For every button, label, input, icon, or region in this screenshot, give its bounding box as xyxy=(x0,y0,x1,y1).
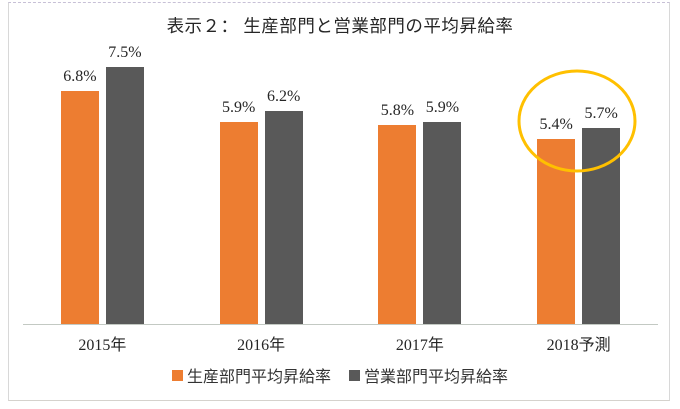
bar-2015年-series0 xyxy=(60,90,99,324)
x-axis-label-2018予測: 2018予測 xyxy=(546,337,611,354)
x-axis-line xyxy=(23,324,658,325)
chart-title: 表示２： 生産部門と営業部門の平均昇給率 xyxy=(166,16,514,36)
bar-2018予測-series1 xyxy=(582,128,621,324)
bar-2018予測-series0 xyxy=(537,138,576,324)
value-label-2017年-series1: 5.9% xyxy=(425,98,460,116)
x-axis-label-2015年: 2015年 xyxy=(78,337,127,354)
value-label-2017年-series0: 5.8% xyxy=(380,102,415,120)
value-label-2018予測-series1: 5.7% xyxy=(584,105,618,123)
legend-item-sales: 営業部門平均昇給率 xyxy=(349,363,508,387)
legend-label-sales: 営業部門平均昇給率 xyxy=(364,369,509,386)
bar-2015年-series1 xyxy=(105,66,144,324)
chart-legend: 生産部門平均昇給率 営業部門平均昇給率 xyxy=(0,363,680,387)
value-label-2016年-series1: 6.2% xyxy=(266,88,301,106)
chart-frame-border xyxy=(8,2,670,401)
value-label-2015年-series1: 7.5% xyxy=(108,43,142,61)
bar-2016年-series0 xyxy=(219,121,258,324)
legend-swatch-sales xyxy=(349,369,360,381)
value-label-2015年-series0: 6.8% xyxy=(63,67,97,85)
value-label-2016年-series0: 5.9% xyxy=(221,98,256,116)
bar-2017年-series1 xyxy=(423,121,462,324)
bar-2016年-series1 xyxy=(264,111,303,324)
x-axis-label-2017年: 2017年 xyxy=(395,337,444,354)
x-axis-label-2016年: 2016年 xyxy=(237,337,286,354)
legend-item-production: 生産部門平均昇給率 xyxy=(171,363,331,387)
legend-label-production: 生産部門平均昇給率 xyxy=(186,369,331,386)
bar-2017年-series0 xyxy=(378,125,417,324)
legend-swatch-production xyxy=(171,369,183,381)
